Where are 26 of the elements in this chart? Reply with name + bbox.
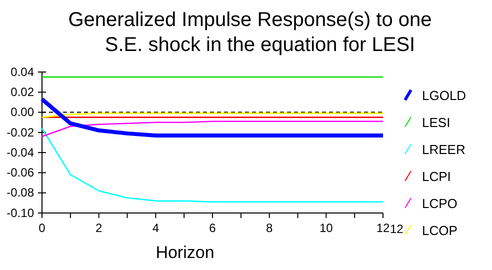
x-tick-label: 4 xyxy=(152,220,160,235)
y-tick-label: -0.08 xyxy=(6,186,34,200)
y-tick-label: -0.02 xyxy=(6,125,34,140)
legend-label: LCPO xyxy=(422,196,458,211)
chart-title: Generalized Impulse Response(s) to one S.E. shock in the equation for LESI xyxy=(68,9,432,56)
x-tick-label: 2 xyxy=(95,220,102,235)
x-tick-label: 0 xyxy=(38,220,46,235)
line-series xyxy=(41,128,384,203)
y-tick-label: 0.00 xyxy=(10,105,34,120)
y-tick-label: -0.04 xyxy=(6,145,34,160)
legend-label: LGOLD xyxy=(422,88,466,103)
y-tick-label: 0.04 xyxy=(10,64,34,79)
y-tick-label: -0.06 xyxy=(6,166,34,180)
y-tick-label: 0.02 xyxy=(10,84,34,99)
y-tick-label: -0.10 xyxy=(6,206,34,220)
x-axis-title: Horizon xyxy=(156,243,214,262)
line-series xyxy=(41,120,384,138)
x-tick-label: 6 xyxy=(209,220,216,235)
legend-label: LESI xyxy=(422,115,450,130)
x-tick-label: 10 xyxy=(319,220,334,235)
x-tick-label: 8 xyxy=(266,220,273,235)
line-series xyxy=(40,97,385,138)
x-tick-label: 12 xyxy=(376,220,390,235)
legend-label: LCOP xyxy=(422,223,458,238)
legend-label: LCPI xyxy=(422,169,451,184)
legend-label: LREER xyxy=(422,142,466,157)
